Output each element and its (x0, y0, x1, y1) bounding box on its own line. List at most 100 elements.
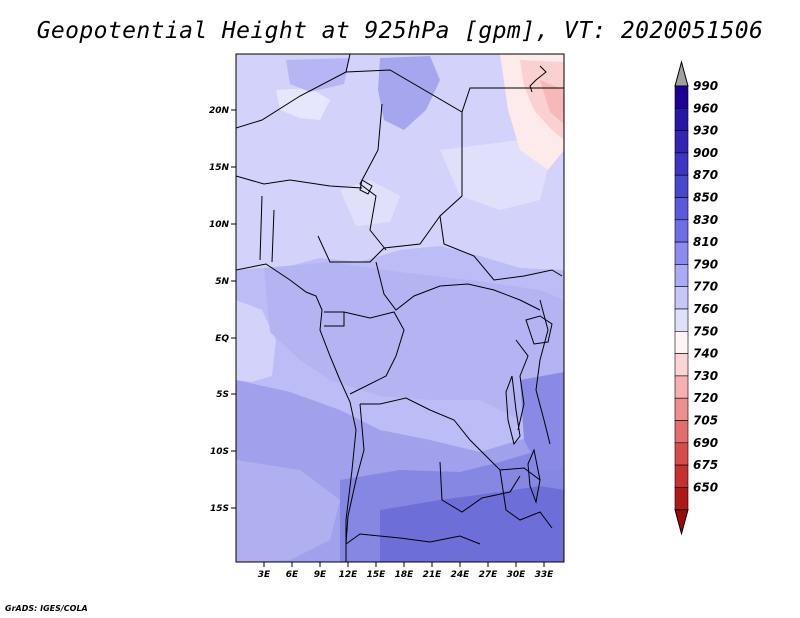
colorbar-segment (674, 420, 689, 444)
colorbar-segment (674, 397, 689, 421)
border-line-13 (439, 461, 521, 513)
field-region-east-dark (520, 372, 564, 470)
lon-tick-label: 6E (286, 570, 299, 580)
colorbar-segment (674, 330, 689, 354)
lon-tick-label: 33E (535, 570, 555, 580)
lat-tick-label: 5N (215, 277, 229, 287)
colorbar-label: 790 (693, 257, 718, 271)
shaded-field (236, 54, 564, 562)
field-region-central-mid (264, 262, 564, 420)
lat-tick-label: EQ (215, 334, 229, 344)
field-region-west-light (236, 300, 276, 382)
map-title: Geopotential Height at 925hPa [gpm], VT:… (36, 18, 764, 44)
field-region-northeast-red (520, 60, 564, 140)
colorbar-segment (674, 130, 689, 154)
colorbar-label: 930 (693, 124, 718, 138)
colorbar-label: 760 (693, 302, 718, 316)
colorbar-segment (674, 152, 689, 176)
nile-river (529, 65, 547, 93)
field-region-pale-2 (440, 140, 550, 210)
colorbar-segment (674, 308, 689, 332)
colorbar-segment (674, 85, 689, 109)
lon-tick-label: 12E (339, 570, 359, 580)
colorbar-label: 810 (693, 235, 718, 249)
border-line-5 (236, 175, 363, 189)
field-region-north-dark (378, 56, 440, 130)
colorbar-segment (674, 241, 689, 265)
lon-tick-label: 30E (507, 570, 527, 580)
grads-credit: GrADS: IGES/COLA (5, 604, 88, 613)
colorbar-segment (674, 487, 689, 510)
field-region-pale-3 (340, 180, 400, 226)
border-line-4 (359, 103, 387, 251)
field-region-northeast-red-core (540, 80, 564, 124)
colorbar-label: 720 (693, 391, 718, 405)
colorbar-label: 990 (693, 79, 718, 93)
longitude-axis: 3E 6E 9E 12E 15E 18E 21E 24E 27E 30E 33E (258, 562, 554, 580)
country-borders (236, 54, 564, 562)
border-line-7 (317, 215, 441, 263)
colorbar-label: 830 (693, 213, 718, 227)
border-line-1 (236, 54, 351, 129)
border-line-3 (439, 112, 563, 281)
border-line-14 (499, 469, 553, 529)
colorbar-segment (674, 264, 689, 287)
lake-victoria (525, 315, 553, 345)
colorbar-label: 750 (693, 324, 718, 338)
colorbar: 990 960 930 900 870 850 830 810 790 770 760 750 740 7… (674, 60, 718, 536)
colorbar-label: 650 (693, 480, 718, 494)
border-line-9 (324, 311, 405, 395)
map-frame (235, 53, 565, 563)
border-line-11 (360, 397, 541, 481)
border-line-15 (535, 299, 551, 445)
border-line-16 (515, 339, 529, 431)
lon-tick-label: 9E (314, 570, 327, 580)
colorbar-label: 960 (693, 101, 718, 115)
lon-tick-label: 21E (423, 570, 443, 580)
colorbar-label: 870 (693, 168, 718, 182)
colorbar-segment (674, 375, 689, 399)
field-region-north-mid (286, 58, 350, 92)
colorbar-label: 900 (693, 146, 718, 160)
lon-tick-label: 3E (258, 570, 271, 580)
colorbar-label: 740 (693, 347, 718, 361)
colorbar-label: 730 (693, 369, 718, 383)
border-line-12 (345, 403, 481, 546)
colorbar-segment (674, 174, 689, 198)
latitude-axis: 20N 15N 10N 5N EQ 5S 10S 15S (209, 106, 236, 514)
lat-tick-label: 15N (209, 163, 230, 173)
colorbar-label: 690 (693, 436, 718, 450)
colorbar-label: 705 (693, 414, 718, 428)
lon-tick-label: 24E (451, 570, 471, 580)
lon-tick-label: 15E (367, 570, 387, 580)
border-line-6 (259, 195, 275, 263)
lake-tanganyika (505, 375, 521, 446)
colorbar-segment (674, 108, 689, 131)
field-region-south-lighter (236, 460, 340, 562)
lat-tick-label: 10S (210, 447, 229, 457)
lake-malawi (527, 448, 541, 504)
lat-tick-label: 15S (210, 504, 229, 514)
colorbar-label: 850 (693, 191, 718, 205)
border-line-8 (375, 261, 541, 311)
colorbar-top-arrow (674, 60, 689, 87)
colorbar-segment (674, 197, 689, 221)
colorbar-segment (674, 464, 689, 488)
border-line-10 (324, 312, 345, 327)
field-region-pale-1 (276, 88, 330, 120)
lon-tick-label: 18E (395, 570, 415, 580)
colorbar-label: 770 (693, 280, 718, 294)
lon-tick-label: 27E (479, 570, 499, 580)
colorbar-segment (674, 442, 689, 466)
lat-tick-label: 10N (209, 220, 230, 230)
colorbar-label: 675 (693, 458, 718, 472)
map-plot-area (235, 53, 565, 563)
lat-tick-label: 20N (209, 106, 230, 116)
coastline-west (236, 263, 357, 562)
lat-tick-label: 5S (216, 390, 229, 400)
field-region-south-darker (380, 486, 564, 562)
colorbar-segment (674, 219, 689, 243)
colorbar-segment (674, 286, 689, 310)
colorbar-segment (674, 353, 689, 377)
